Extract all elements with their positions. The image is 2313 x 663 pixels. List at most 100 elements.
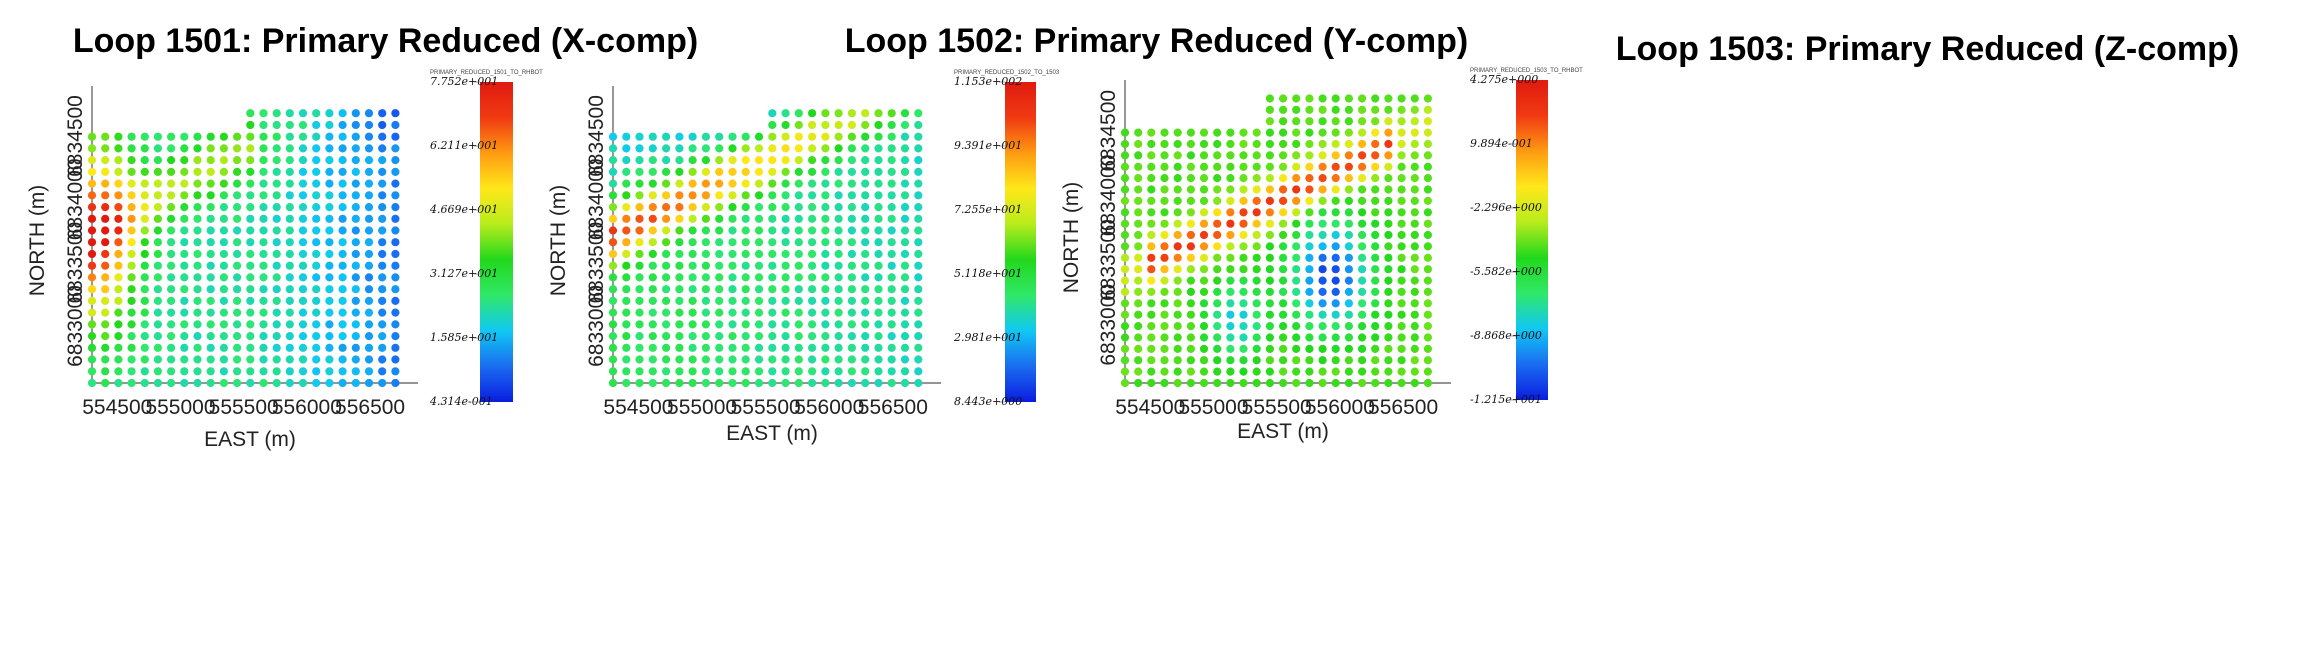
data-point (153, 261, 162, 270)
data-point (114, 355, 123, 364)
data-point (1371, 230, 1380, 240)
data-point (847, 144, 856, 153)
data-point (1410, 196, 1419, 205)
data-point (1305, 139, 1314, 149)
data-point (768, 308, 777, 317)
data-point (378, 179, 387, 188)
data-point (1318, 242, 1327, 251)
data-point (1173, 185, 1182, 194)
data-point (1226, 230, 1235, 240)
data-point (608, 320, 618, 329)
data-point (351, 109, 360, 118)
data-point (1410, 128, 1419, 137)
data-point (768, 320, 777, 329)
data-point (675, 144, 684, 153)
data-point (688, 226, 697, 235)
data-point (675, 261, 684, 270)
data-point (127, 320, 136, 329)
data-point (1384, 242, 1393, 251)
y-axis-label: NORTH (m) (26, 185, 49, 297)
data-point (1331, 265, 1340, 274)
data-point (1134, 287, 1143, 296)
data-point (754, 355, 764, 364)
data-point (1279, 139, 1288, 149)
data-point (1384, 196, 1393, 205)
data-point (1160, 219, 1169, 228)
data-point (900, 179, 910, 188)
data-point (325, 179, 334, 188)
data-point (622, 367, 631, 376)
data-point (127, 285, 136, 294)
data-point (861, 320, 870, 329)
data-point (364, 167, 374, 176)
data-point (298, 355, 308, 364)
data-point (1331, 219, 1340, 228)
data-point (338, 378, 347, 388)
data-point (1358, 105, 1367, 114)
data-point (675, 296, 684, 305)
data-point (391, 226, 400, 235)
data-point (351, 332, 360, 341)
data-point (1213, 208, 1222, 217)
data-point (219, 144, 228, 153)
colorbar-label: 3.127e+001 (430, 267, 498, 280)
data-point (728, 249, 737, 259)
data-point (140, 296, 149, 305)
data-point (246, 296, 255, 305)
data-point (887, 132, 896, 141)
data-point (701, 273, 710, 282)
y-tick-label: 6833000 (1097, 284, 1120, 366)
data-point (1239, 299, 1248, 308)
colorbar-label: -8.868e+000 (1470, 329, 1542, 342)
data-point (1344, 344, 1353, 353)
data-point (914, 343, 923, 352)
data-point (1279, 310, 1288, 319)
data-point (364, 132, 374, 141)
data-point (754, 378, 764, 388)
data-point (153, 273, 162, 282)
data-point (1160, 174, 1169, 183)
data-point (874, 296, 883, 305)
data-point (1358, 322, 1367, 331)
chart-plot: 5545005550005555005560005565006833000683… (547, 70, 1060, 445)
data-point (1410, 117, 1419, 126)
data-point (1239, 322, 1248, 331)
data-point (874, 355, 883, 364)
data-point (1358, 219, 1367, 228)
data-point (1173, 356, 1182, 365)
data-point (167, 167, 176, 176)
data-point (821, 332, 830, 341)
data-point (1318, 378, 1327, 388)
data-point (1134, 162, 1143, 171)
data-point (1226, 174, 1235, 183)
data-point (1134, 378, 1143, 388)
data-point (259, 203, 268, 212)
data-point (1252, 242, 1261, 251)
data-point (1213, 185, 1222, 194)
data-point (1384, 378, 1393, 388)
data-point (312, 367, 321, 376)
data-point (1318, 322, 1327, 331)
data-point (688, 343, 697, 352)
data-point (768, 226, 777, 235)
data-point (259, 378, 268, 388)
data-point (1331, 310, 1340, 319)
data-point (1226, 151, 1235, 160)
data-point (608, 179, 618, 188)
data-point (338, 144, 347, 153)
data-point (728, 238, 737, 247)
data-point (675, 191, 684, 200)
data-point (285, 132, 294, 141)
data-point (648, 144, 657, 153)
data-point (794, 273, 803, 282)
data-point (140, 238, 149, 247)
data-point (887, 226, 896, 235)
data-point (153, 367, 162, 376)
data-point (298, 320, 308, 329)
data-point (1344, 219, 1353, 228)
data-point (153, 167, 162, 176)
data-point (351, 320, 360, 329)
data-point (285, 226, 294, 235)
data-point (1239, 367, 1248, 376)
data-point (900, 156, 910, 165)
